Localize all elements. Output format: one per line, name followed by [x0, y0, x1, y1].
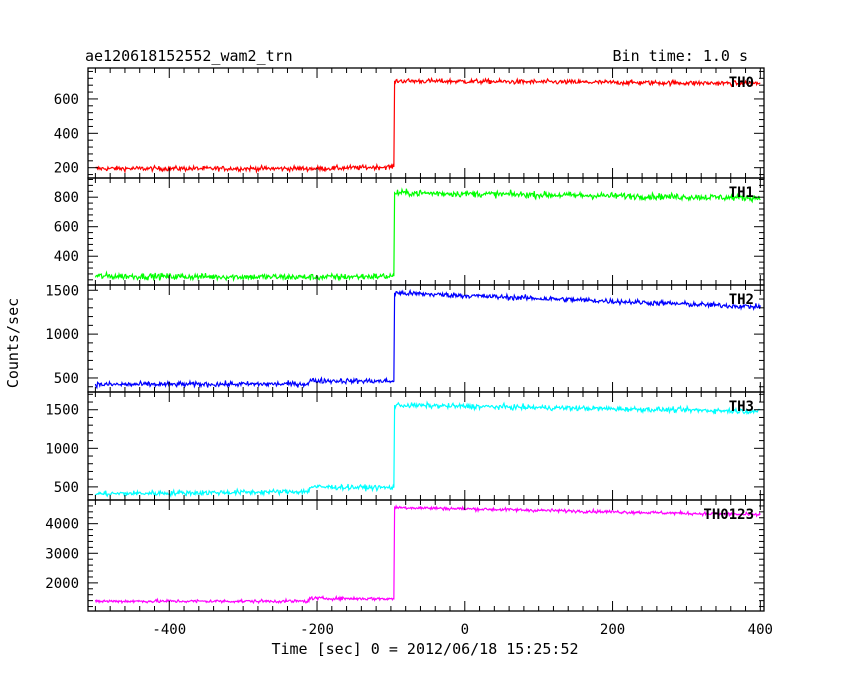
- panel-label-th0123: TH0123: [703, 507, 754, 523]
- y-tick-label: 800: [54, 190, 79, 206]
- x-tick-label: -200: [300, 622, 334, 638]
- panel-th1: 400 600 800 TH1: [54, 177, 765, 286]
- y-tick-label: 1000: [45, 327, 79, 343]
- y-tick-label: 1500: [45, 403, 79, 419]
- series-line-th0123: [94, 504, 761, 605]
- y-tick-label: 600: [54, 220, 79, 236]
- panel-th0123: 2000 3000 4000 TH0123: [45, 499, 765, 612]
- panel-label-th1: TH1: [729, 185, 754, 201]
- y-tick-label: 1500: [45, 283, 79, 299]
- panel-label-th3: TH3: [729, 399, 754, 415]
- x-axis: -400 -200 0 200 400: [152, 622, 773, 638]
- y-tick-label: 600: [54, 92, 79, 108]
- chart-title-right: Bin time: 1.0 s: [613, 47, 748, 65]
- series-line-th0: [95, 76, 761, 174]
- panel-frame-th1: [87, 177, 765, 286]
- y-tick-label: 200: [54, 161, 79, 177]
- chart-title-left: ae120618152552_wam2_trn: [85, 47, 293, 65]
- panel-th2: 500 1000 1500 TH2: [45, 283, 765, 393]
- y-axis-label: Counts/sec: [4, 298, 22, 388]
- panel-frame-th0: [87, 67, 765, 179]
- y-tick-label: 3000: [45, 546, 79, 562]
- panel-frame-th0123: [87, 499, 765, 612]
- y-tick-label: 500: [54, 480, 79, 496]
- y-tick-label: 1000: [45, 441, 79, 457]
- y-tick-label: 4000: [45, 517, 79, 533]
- y-tick-label: 500: [54, 371, 79, 387]
- x-tick-label: 400: [748, 622, 773, 638]
- y-tick-label: 2000: [45, 576, 79, 592]
- panel-label-th0: TH0: [729, 75, 754, 91]
- x-tick-label: -400: [152, 622, 186, 638]
- x-tick-label: 200: [600, 622, 625, 638]
- y-tick-label: 400: [54, 249, 79, 265]
- series-line-th1: [94, 187, 761, 283]
- series-line-th3: [95, 400, 761, 498]
- panel-th3: 500 1000 1500 TH3: [45, 391, 765, 501]
- x-axis-label: Time [sec] 0 = 2012/06/18 15:25:52: [271, 640, 578, 658]
- panel-th0: 200 400 600 TH0: [54, 67, 765, 179]
- series-line-th2: [94, 288, 761, 390]
- panel-label-th2: TH2: [729, 292, 754, 308]
- x-tick-label: 0: [461, 622, 469, 638]
- y-tick-label: 400: [54, 126, 79, 142]
